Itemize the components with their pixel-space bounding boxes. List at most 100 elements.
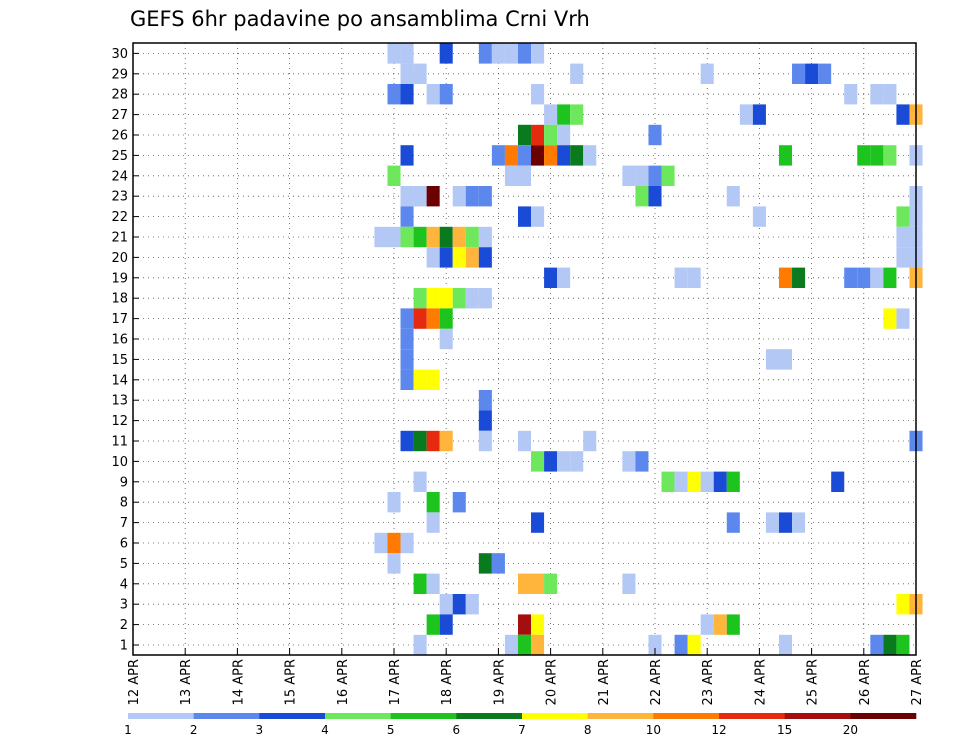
- precip-cell: [439, 247, 453, 268]
- x-tick-label: 18 APR: [440, 659, 455, 705]
- precip-cell: [426, 614, 440, 635]
- precip-cell: [726, 614, 740, 635]
- colorbar-label: 3: [256, 723, 264, 737]
- precip-cell: [713, 614, 727, 635]
- precip-cell: [426, 226, 440, 248]
- precip-cell: [387, 84, 401, 105]
- precip-cell: [426, 186, 440, 207]
- precip-cell: [778, 145, 793, 166]
- colorbar-label: 15: [777, 723, 792, 737]
- precip-cell: [883, 267, 897, 288]
- colorbar-swatch: [456, 713, 523, 719]
- grid-lines: [133, 43, 916, 655]
- precip-cell: [544, 573, 558, 594]
- precip-cell: [400, 84, 414, 105]
- precip-cell: [805, 63, 819, 84]
- y-tick-label: 16: [111, 333, 128, 348]
- precip-cell: [478, 247, 492, 268]
- x-tick-label: 25 APR: [806, 659, 821, 705]
- precip-cell: [491, 145, 505, 166]
- precip-cell: [426, 430, 440, 452]
- y-tick-label: 19: [111, 271, 128, 286]
- precip-cell: [413, 634, 427, 655]
- precip-cell: [635, 451, 649, 472]
- precip-cell: [426, 512, 440, 533]
- precip-cell: [413, 186, 427, 207]
- precip-cell: [400, 63, 414, 84]
- x-tick-label: 12 APR: [127, 659, 142, 705]
- precip-cell: [544, 451, 558, 472]
- precip-cell: [896, 206, 910, 227]
- precip-cell: [478, 226, 492, 248]
- x-tick-label: 27 APR: [910, 659, 925, 705]
- precip-cell: [452, 288, 466, 309]
- precip-cell: [700, 614, 714, 635]
- precip-cell: [504, 43, 518, 64]
- x-tick-label: 17 APR: [388, 659, 403, 705]
- precip-cell: [883, 145, 897, 166]
- y-axis: 1234567891011121314151617181920212223242…: [111, 47, 139, 654]
- precip-cell: [517, 124, 532, 146]
- precip-cell: [517, 430, 532, 452]
- precip-cell: [465, 594, 479, 615]
- precip-cell: [544, 104, 558, 125]
- precip-cell: [413, 430, 427, 452]
- y-tick-label: 6: [120, 537, 128, 552]
- precip-cell: [818, 63, 832, 84]
- precip-cell: [557, 104, 571, 125]
- precip-cell: [687, 471, 701, 492]
- precip-cell: [531, 145, 545, 166]
- precip-cell: [765, 349, 779, 370]
- precip-cell: [778, 512, 793, 533]
- precip-cell: [883, 84, 897, 105]
- precip-cell: [465, 226, 479, 248]
- precip-cell: [648, 186, 662, 207]
- precip-cell: [478, 410, 492, 431]
- precip-cell: [400, 369, 414, 390]
- precip-cell: [870, 145, 884, 166]
- precip-cell: [426, 369, 440, 390]
- y-tick-label: 8: [120, 496, 128, 511]
- precip-cell: [570, 63, 584, 84]
- precip-cell: [387, 553, 401, 574]
- y-tick-label: 21: [111, 231, 128, 246]
- precip-cell: [478, 186, 492, 207]
- y-tick-label: 20: [111, 251, 128, 266]
- colorbar-swatch: [850, 713, 917, 719]
- y-tick-label: 3: [120, 598, 128, 613]
- precip-cell: [687, 267, 701, 288]
- y-tick-label: 17: [111, 312, 128, 327]
- precip-cell: [413, 471, 427, 492]
- colorbar-label: 5: [387, 723, 395, 737]
- precip-cell: [648, 634, 662, 655]
- precip-cell: [400, 226, 414, 248]
- colorbar-label: 12: [711, 723, 726, 737]
- precip-cell: [544, 145, 558, 166]
- precip-cell: [778, 634, 793, 655]
- precip-cell: [452, 594, 466, 615]
- precip-cell: [387, 492, 401, 513]
- precip-cell: [792, 512, 806, 533]
- precip-cell: [426, 308, 440, 329]
- precip-cell: [400, 328, 414, 350]
- precip-cell: [870, 267, 884, 288]
- y-tick-label: 26: [111, 129, 128, 144]
- colorbar-swatch: [653, 713, 720, 719]
- precip-cell: [557, 124, 571, 146]
- precip-cell: [531, 634, 545, 655]
- precip-cell: [739, 104, 753, 125]
- precip-cell: [544, 267, 558, 288]
- precip-cell: [531, 512, 545, 533]
- y-tick-label: 7: [120, 516, 128, 531]
- precip-cell: [387, 43, 401, 64]
- precip-cell: [700, 63, 714, 84]
- precip-cell: [504, 634, 518, 655]
- precip-cell: [504, 145, 518, 166]
- precip-cell: [870, 84, 884, 105]
- precip-cell: [452, 186, 466, 207]
- precip-cell: [478, 430, 492, 452]
- y-tick-label: 25: [111, 149, 128, 164]
- precip-cell: [452, 226, 466, 248]
- plot-frame: [132, 42, 917, 656]
